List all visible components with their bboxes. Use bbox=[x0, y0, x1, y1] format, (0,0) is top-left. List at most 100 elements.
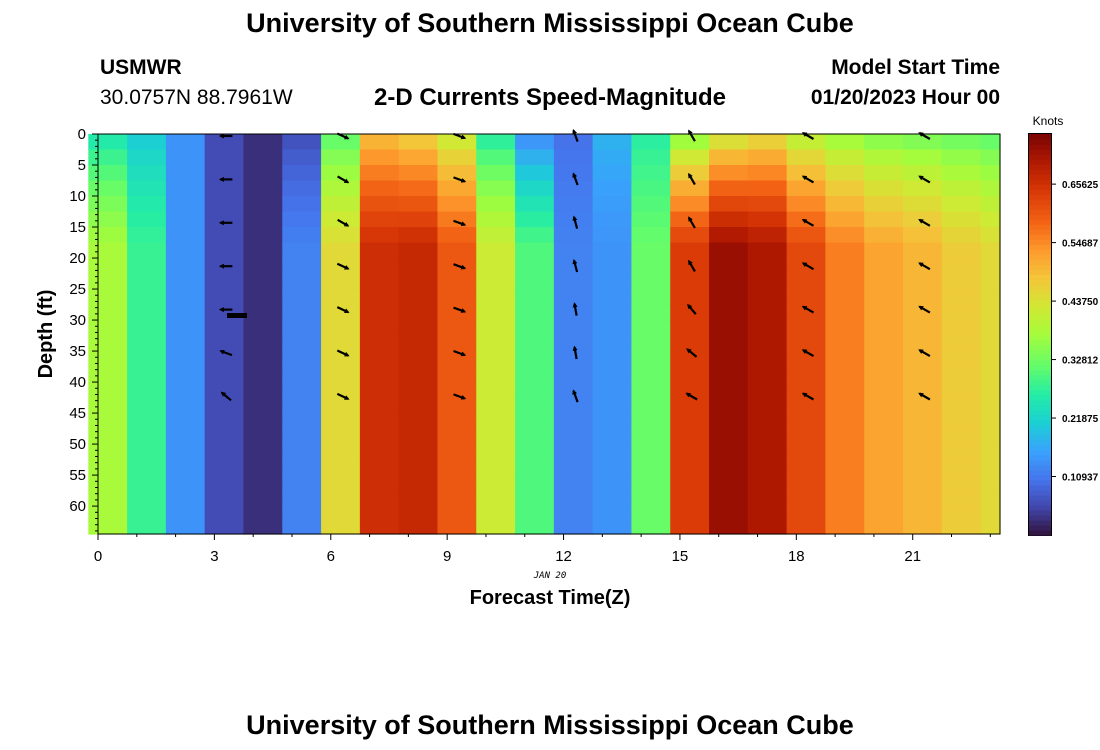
heatmap-cell bbox=[515, 428, 555, 445]
heatmap-cell bbox=[243, 490, 283, 507]
heatmap-cell bbox=[592, 304, 633, 321]
heatmap-cell bbox=[786, 475, 827, 492]
colorbar-segment bbox=[1029, 319, 1051, 326]
y-tick-label: 55 bbox=[69, 467, 86, 484]
heatmap-cell bbox=[476, 506, 516, 523]
heatmap-cell bbox=[631, 304, 671, 321]
colorbar-segment bbox=[1029, 169, 1051, 175]
colorbar-segment bbox=[1029, 289, 1051, 295]
heatmap-cell bbox=[321, 382, 361, 399]
heatmap-cell bbox=[398, 304, 439, 321]
heatmap-cell bbox=[786, 134, 827, 151]
x-tick-label: 9 bbox=[443, 548, 451, 565]
heatmap-cell bbox=[165, 506, 206, 523]
heatmap-cell bbox=[553, 134, 594, 151]
footer-title: University of Southern Mississippi Ocean… bbox=[246, 710, 854, 740]
heatmap-cell bbox=[127, 211, 167, 228]
heatmap-cell bbox=[864, 459, 904, 476]
heatmap-cell bbox=[864, 335, 904, 352]
heatmap-cell bbox=[243, 320, 283, 337]
colorbar-segment bbox=[1029, 449, 1051, 456]
heatmap-cell bbox=[553, 475, 594, 492]
heatmap-cell bbox=[903, 506, 943, 523]
y-tick-label: 10 bbox=[69, 188, 86, 205]
heatmap-cell bbox=[709, 242, 749, 259]
current-vector bbox=[453, 263, 467, 270]
heatmap-cell bbox=[747, 335, 788, 352]
heatmap-cell bbox=[709, 165, 749, 182]
heatmap-cell bbox=[980, 304, 1001, 321]
heatmap-cell bbox=[321, 366, 361, 383]
heatmap-cell bbox=[747, 397, 788, 414]
heatmap-cell bbox=[903, 459, 943, 476]
heatmap-cell bbox=[592, 180, 633, 197]
heatmap-cell bbox=[941, 211, 982, 228]
heatmap-cell bbox=[437, 475, 477, 492]
heatmap-cell bbox=[903, 149, 943, 166]
heatmap-cell bbox=[553, 149, 594, 166]
heatmap-cell bbox=[980, 366, 1001, 383]
heatmap-cell bbox=[864, 165, 904, 182]
heatmap-cell bbox=[321, 459, 361, 476]
y-axis-label: Depth (ft) bbox=[35, 290, 57, 379]
colorbar-segment bbox=[1029, 179, 1051, 185]
heatmap-cell bbox=[980, 211, 1001, 228]
current-vector bbox=[918, 175, 931, 184]
heatmap-cell bbox=[553, 320, 594, 337]
colorbar-segment bbox=[1029, 294, 1051, 301]
heatmap-cell bbox=[825, 413, 865, 430]
y-tick-label: 20 bbox=[69, 250, 86, 267]
heatmap-cell bbox=[515, 335, 555, 352]
heatmap-cell bbox=[864, 351, 904, 368]
x-tick-label: 18 bbox=[788, 548, 805, 565]
current-vector bbox=[685, 392, 698, 401]
heatmap-cell bbox=[165, 165, 206, 182]
heatmap-cell bbox=[359, 459, 400, 476]
current-vector bbox=[572, 389, 579, 403]
heatmap-cell bbox=[127, 149, 167, 166]
colorbar-segment bbox=[1029, 374, 1051, 381]
heatmap-cell bbox=[592, 351, 633, 368]
heatmap-cell bbox=[592, 242, 633, 259]
heatmap-cell bbox=[359, 242, 400, 259]
heatmap-cell bbox=[398, 366, 439, 383]
heatmap-cell bbox=[786, 382, 827, 399]
heatmap-cell bbox=[88, 351, 128, 368]
heatmap-cell bbox=[165, 397, 206, 414]
heatmap-cell bbox=[825, 490, 865, 507]
heatmap-cell bbox=[825, 320, 865, 337]
heatmap-cell bbox=[165, 134, 206, 151]
heatmap-cell bbox=[747, 196, 788, 213]
heatmap-cell bbox=[88, 134, 128, 151]
heatmap-cell bbox=[321, 397, 361, 414]
heatmap-cell bbox=[243, 397, 283, 414]
heatmap-cell bbox=[476, 149, 516, 166]
heatmap-cell bbox=[321, 196, 361, 213]
heatmap-cell bbox=[941, 227, 982, 244]
heatmap-cell bbox=[476, 521, 516, 535]
heatmap-cell bbox=[321, 320, 361, 337]
colorbar-segment bbox=[1029, 404, 1051, 411]
heatmap-cell bbox=[670, 227, 710, 244]
heatmap-cell bbox=[864, 521, 904, 535]
heatmap-cell bbox=[941, 273, 982, 290]
heatmap-cell bbox=[204, 149, 245, 166]
heatmap-cell bbox=[437, 320, 477, 337]
colorbar-segment bbox=[1029, 314, 1051, 321]
heatmap-cell bbox=[864, 413, 904, 430]
colorbar-tick-label: 0.32812 bbox=[1062, 356, 1099, 367]
heatmap-cell bbox=[204, 289, 245, 306]
heatmap-cell bbox=[553, 490, 594, 507]
colorbar-segment bbox=[1029, 524, 1051, 531]
heatmap-cell bbox=[476, 258, 516, 275]
heatmap-cell bbox=[592, 335, 633, 352]
heatmap-cell bbox=[359, 490, 400, 507]
heatmap-cell bbox=[980, 397, 1001, 414]
current-vector bbox=[918, 262, 931, 271]
heatmap-cell bbox=[631, 149, 671, 166]
current-vector bbox=[801, 218, 815, 227]
current-vector bbox=[572, 172, 579, 186]
heatmap-cell bbox=[709, 134, 749, 151]
page-title: University of Southern Mississippi Ocean… bbox=[246, 8, 854, 38]
heatmap-cell bbox=[398, 397, 439, 414]
